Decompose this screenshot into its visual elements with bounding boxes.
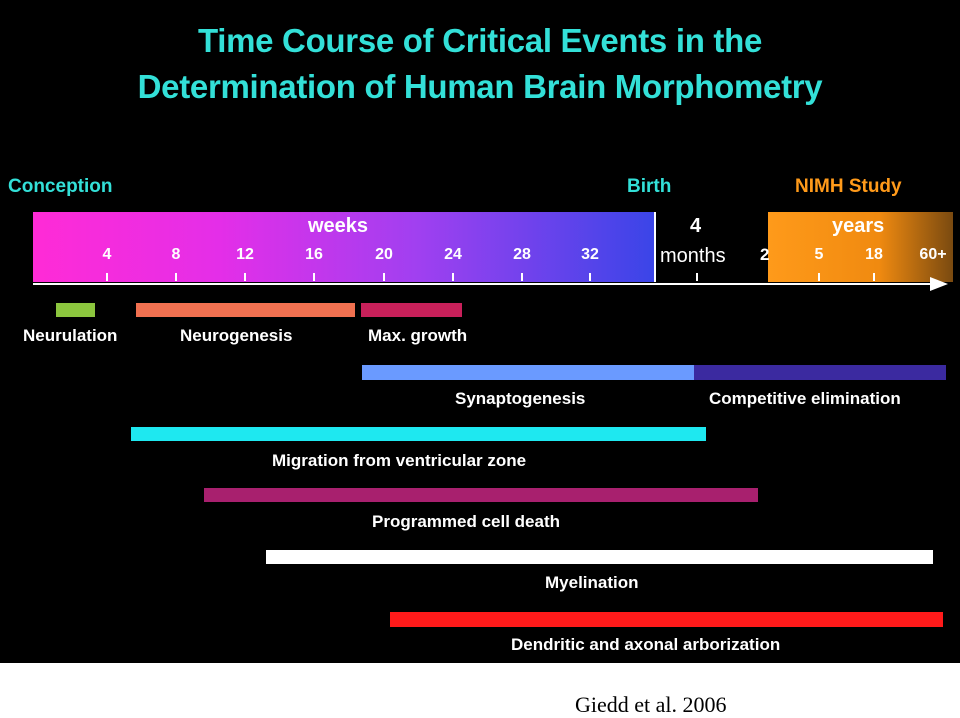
months-label: months <box>660 245 726 267</box>
year-tick-mark <box>818 273 820 281</box>
week-tick-label: 8 <box>171 246 181 263</box>
arrow-head-icon <box>930 277 948 291</box>
week-tick-label: 24 <box>444 246 462 263</box>
week-tick-mark <box>521 273 523 281</box>
migration-label: Migration from ventricular zone <box>272 451 527 470</box>
competitive-elimination-label: Competitive elimination <box>709 389 901 408</box>
week-tick-label: 16 <box>305 246 323 263</box>
max-growth-bar <box>361 303 462 317</box>
week-tick-mark <box>175 273 177 281</box>
figure-panel: Time Course of Critical Events in the De… <box>0 0 960 663</box>
arborization-bar <box>390 612 943 627</box>
title-line-1: Time Course of Critical Events in the <box>197 22 763 59</box>
weeks-label: weeks <box>308 215 369 237</box>
week-tick-label: 28 <box>513 246 531 263</box>
synaptogenesis-label: Synaptogenesis <box>455 389 586 408</box>
years-label: years <box>832 215 885 237</box>
neurogenesis-bar <box>136 303 355 317</box>
myelination-bar <box>266 550 933 564</box>
week-tick-label: 20 <box>375 246 393 263</box>
timeline-axis <box>33 283 933 285</box>
synaptogenesis-bar <box>362 365 694 380</box>
week-tick-mark <box>383 273 385 281</box>
neurulation-bar <box>56 303 95 317</box>
age-2-label: 2 <box>760 245 770 264</box>
week-tick-label: 32 <box>581 246 599 263</box>
programmed-cell-death-label: Programmed cell death <box>372 512 561 531</box>
birth-label: Birth <box>627 176 672 197</box>
title-line-2: Determination of Human Brain Morphometry <box>137 68 823 105</box>
myelination-label: Myelination <box>545 573 639 592</box>
week-tick-label: 12 <box>236 246 254 263</box>
neurulation-label: Neurulation <box>23 326 118 345</box>
month-tick-mark <box>696 273 698 281</box>
year-tick-label: 5 <box>814 246 824 263</box>
week-tick-mark <box>106 273 108 281</box>
programmed-cell-death-bar <box>204 488 758 502</box>
year-tick-label: 18 <box>865 246 883 263</box>
citation: Giedd et al. 2006 <box>575 692 727 717</box>
neurogenesis-label: Neurogenesis <box>180 326 293 345</box>
max-growth-label: Max. growth <box>368 326 468 345</box>
week-tick-mark <box>589 273 591 281</box>
conception-label: Conception <box>8 176 113 197</box>
week-tick-mark <box>244 273 246 281</box>
nimh-study-label: NIMH Study <box>795 176 902 197</box>
year-tick-mark <box>873 273 875 281</box>
competitive-elimination-bar <box>694 365 946 380</box>
week-tick-mark <box>313 273 315 281</box>
timeline-years-bar <box>768 212 953 282</box>
birth-divider <box>654 212 656 282</box>
arborization-label: Dendritic and axonal arborization <box>511 635 781 654</box>
year-tick-label: 60+ <box>919 246 947 263</box>
four-label: 4 <box>690 215 702 237</box>
migration-bar <box>131 427 706 441</box>
week-tick-mark <box>452 273 454 281</box>
week-tick-label: 4 <box>102 246 112 263</box>
timeline-weeks-bar <box>33 212 655 282</box>
